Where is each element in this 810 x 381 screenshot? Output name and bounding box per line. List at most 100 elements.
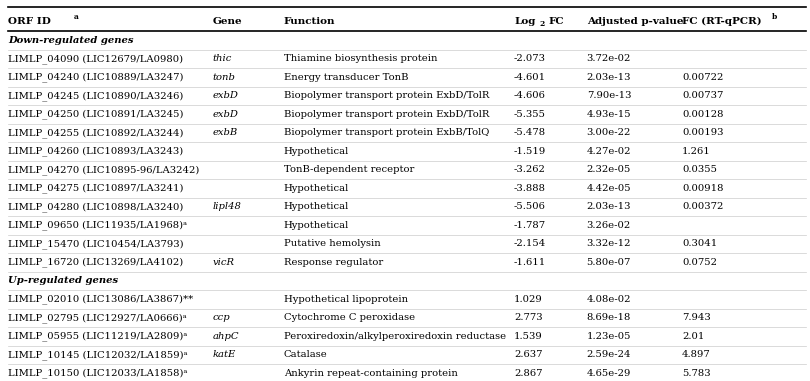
Text: LIMLP_02795 (LIC12927/LA0666)ᵃ: LIMLP_02795 (LIC12927/LA0666)ᵃ bbox=[8, 313, 186, 323]
Text: Hypothetical lipoprotein: Hypothetical lipoprotein bbox=[284, 295, 408, 304]
Text: 5.80e-07: 5.80e-07 bbox=[586, 258, 631, 267]
Text: LIMLP_04250 (LIC10891/LA3245): LIMLP_04250 (LIC10891/LA3245) bbox=[8, 110, 183, 119]
Text: b: b bbox=[772, 13, 778, 21]
Text: 0.00722: 0.00722 bbox=[682, 73, 723, 82]
Text: 4.93e-15: 4.93e-15 bbox=[586, 110, 631, 119]
Text: -5.355: -5.355 bbox=[514, 110, 546, 119]
Text: -2.154: -2.154 bbox=[514, 240, 546, 248]
Text: FC: FC bbox=[548, 16, 565, 26]
Text: LIMLP_05955 (LIC11219/LA2809)ᵃ: LIMLP_05955 (LIC11219/LA2809)ᵃ bbox=[8, 331, 187, 341]
Text: 2.01: 2.01 bbox=[682, 332, 704, 341]
Text: LIMLP_09650 (LIC11935/LA1968)ᵃ: LIMLP_09650 (LIC11935/LA1968)ᵃ bbox=[8, 221, 187, 231]
Text: LIMLP_04260 (LIC10893/LA3243): LIMLP_04260 (LIC10893/LA3243) bbox=[8, 147, 183, 156]
Text: exbB: exbB bbox=[213, 128, 238, 138]
Text: -3.262: -3.262 bbox=[514, 165, 546, 174]
Text: 4.08e-02: 4.08e-02 bbox=[586, 295, 631, 304]
Text: LIMLP_16720 (LIC13269/LA4102): LIMLP_16720 (LIC13269/LA4102) bbox=[8, 258, 183, 267]
Text: 5.783: 5.783 bbox=[682, 369, 710, 378]
Text: Function: Function bbox=[284, 16, 335, 26]
Text: -2.073: -2.073 bbox=[514, 54, 546, 64]
Text: 2.773: 2.773 bbox=[514, 314, 543, 322]
Text: 2.59e-24: 2.59e-24 bbox=[586, 351, 631, 360]
Text: 0.00737: 0.00737 bbox=[682, 91, 723, 101]
Text: -3.888: -3.888 bbox=[514, 184, 546, 193]
Text: FC (RT-qPCR): FC (RT-qPCR) bbox=[682, 16, 761, 26]
Text: 2: 2 bbox=[539, 20, 544, 28]
Text: -1.519: -1.519 bbox=[514, 147, 546, 156]
Text: 0.3041: 0.3041 bbox=[682, 240, 717, 248]
Text: -5.506: -5.506 bbox=[514, 202, 546, 211]
Text: 2.867: 2.867 bbox=[514, 369, 543, 378]
Text: 4.27e-02: 4.27e-02 bbox=[586, 147, 631, 156]
Text: 1.261: 1.261 bbox=[682, 147, 710, 156]
Text: Hypothetical: Hypothetical bbox=[284, 147, 349, 156]
Text: Down-regulated genes: Down-regulated genes bbox=[8, 36, 134, 45]
Text: Gene: Gene bbox=[213, 16, 242, 26]
Text: Biopolymer transport protein ExbB/TolQ: Biopolymer transport protein ExbB/TolQ bbox=[284, 128, 489, 138]
Text: Log: Log bbox=[514, 16, 535, 26]
Text: LIMLP_15470 (LIC10454/LA3793): LIMLP_15470 (LIC10454/LA3793) bbox=[8, 239, 184, 249]
Text: 2.03e-13: 2.03e-13 bbox=[586, 73, 631, 82]
Text: Hypothetical: Hypothetical bbox=[284, 184, 349, 193]
Text: LIMLP_04275 (LIC10897/LA3241): LIMLP_04275 (LIC10897/LA3241) bbox=[8, 184, 183, 194]
Text: Up-regulated genes: Up-regulated genes bbox=[8, 277, 118, 285]
Text: 4.897: 4.897 bbox=[682, 351, 710, 360]
Text: 0.00372: 0.00372 bbox=[682, 202, 723, 211]
Text: ORF ID: ORF ID bbox=[8, 16, 51, 26]
Text: Thiamine biosynthesis protein: Thiamine biosynthesis protein bbox=[284, 54, 437, 64]
Text: 1.029: 1.029 bbox=[514, 295, 543, 304]
Text: LIMLP_04255 (LIC10892/LA3244): LIMLP_04255 (LIC10892/LA3244) bbox=[8, 128, 183, 138]
Text: TonB-dependent receptor: TonB-dependent receptor bbox=[284, 165, 414, 174]
Text: 3.32e-12: 3.32e-12 bbox=[586, 240, 631, 248]
Text: thic: thic bbox=[213, 54, 232, 64]
Text: 0.00193: 0.00193 bbox=[682, 128, 723, 138]
Text: LIMLP_04270 (LIC10895-96/LA3242): LIMLP_04270 (LIC10895-96/LA3242) bbox=[8, 165, 199, 175]
Text: a: a bbox=[74, 13, 79, 21]
Text: exbD: exbD bbox=[213, 91, 239, 101]
Text: LIMLP_04090 (LIC12679/LA0980): LIMLP_04090 (LIC12679/LA0980) bbox=[8, 54, 183, 64]
Text: Energy transducer TonB: Energy transducer TonB bbox=[284, 73, 408, 82]
Text: 4.42e-05: 4.42e-05 bbox=[586, 184, 631, 193]
Text: Adjusted p-value: Adjusted p-value bbox=[586, 16, 683, 26]
Text: 4.65e-29: 4.65e-29 bbox=[586, 369, 631, 378]
Text: ahpC: ahpC bbox=[213, 332, 240, 341]
Text: katE: katE bbox=[213, 351, 237, 360]
Text: ccp: ccp bbox=[213, 314, 231, 322]
Text: 0.0752: 0.0752 bbox=[682, 258, 717, 267]
Text: LIMLP_04240 (LIC10889/LA3247): LIMLP_04240 (LIC10889/LA3247) bbox=[8, 72, 183, 82]
Text: 2.32e-05: 2.32e-05 bbox=[586, 165, 631, 174]
Text: LIMLP_04245 (LIC10890/LA3246): LIMLP_04245 (LIC10890/LA3246) bbox=[8, 91, 183, 101]
Text: Biopolymer transport protein ExbD/TolR: Biopolymer transport protein ExbD/TolR bbox=[284, 91, 489, 101]
Text: -1.787: -1.787 bbox=[514, 221, 546, 230]
Text: 8.69e-18: 8.69e-18 bbox=[586, 314, 631, 322]
Text: exbD: exbD bbox=[213, 110, 239, 119]
Text: 3.72e-02: 3.72e-02 bbox=[586, 54, 631, 64]
Text: tonb: tonb bbox=[213, 73, 236, 82]
Text: Cytochrome C peroxidase: Cytochrome C peroxidase bbox=[284, 314, 415, 322]
Text: Catalase: Catalase bbox=[284, 351, 328, 360]
Text: 7.90e-13: 7.90e-13 bbox=[586, 91, 631, 101]
Text: 7.943: 7.943 bbox=[682, 314, 710, 322]
Text: Putative hemolysin: Putative hemolysin bbox=[284, 240, 381, 248]
Text: -4.601: -4.601 bbox=[514, 73, 546, 82]
Text: 0.00918: 0.00918 bbox=[682, 184, 723, 193]
Text: Hypothetical: Hypothetical bbox=[284, 202, 349, 211]
Text: LIMLP_04280 (LIC10898/LA3240): LIMLP_04280 (LIC10898/LA3240) bbox=[8, 202, 183, 212]
Text: -1.611: -1.611 bbox=[514, 258, 546, 267]
Text: 0.00128: 0.00128 bbox=[682, 110, 723, 119]
Text: LIMLP_02010 (LIC13086/LA3867)**: LIMLP_02010 (LIC13086/LA3867)** bbox=[8, 295, 193, 304]
Text: Biopolymer transport protein ExbD/TolR: Biopolymer transport protein ExbD/TolR bbox=[284, 110, 489, 119]
Text: Peroxiredoxin/alkylperoxiredoxin reductase: Peroxiredoxin/alkylperoxiredoxin reducta… bbox=[284, 332, 506, 341]
Text: 2.03e-13: 2.03e-13 bbox=[586, 202, 631, 211]
Text: 3.26e-02: 3.26e-02 bbox=[586, 221, 631, 230]
Text: -4.606: -4.606 bbox=[514, 91, 546, 101]
Text: 1.539: 1.539 bbox=[514, 332, 543, 341]
Text: 0.0355: 0.0355 bbox=[682, 165, 717, 174]
Text: LIMLP_10150 (LIC12033/LA1858)ᵃ: LIMLP_10150 (LIC12033/LA1858)ᵃ bbox=[8, 368, 187, 378]
Text: Hypothetical: Hypothetical bbox=[284, 221, 349, 230]
Text: vicR: vicR bbox=[213, 258, 235, 267]
Text: 3.00e-22: 3.00e-22 bbox=[586, 128, 631, 138]
Text: -5.478: -5.478 bbox=[514, 128, 546, 138]
Text: Response regulator: Response regulator bbox=[284, 258, 383, 267]
Text: 1.23e-05: 1.23e-05 bbox=[586, 332, 631, 341]
